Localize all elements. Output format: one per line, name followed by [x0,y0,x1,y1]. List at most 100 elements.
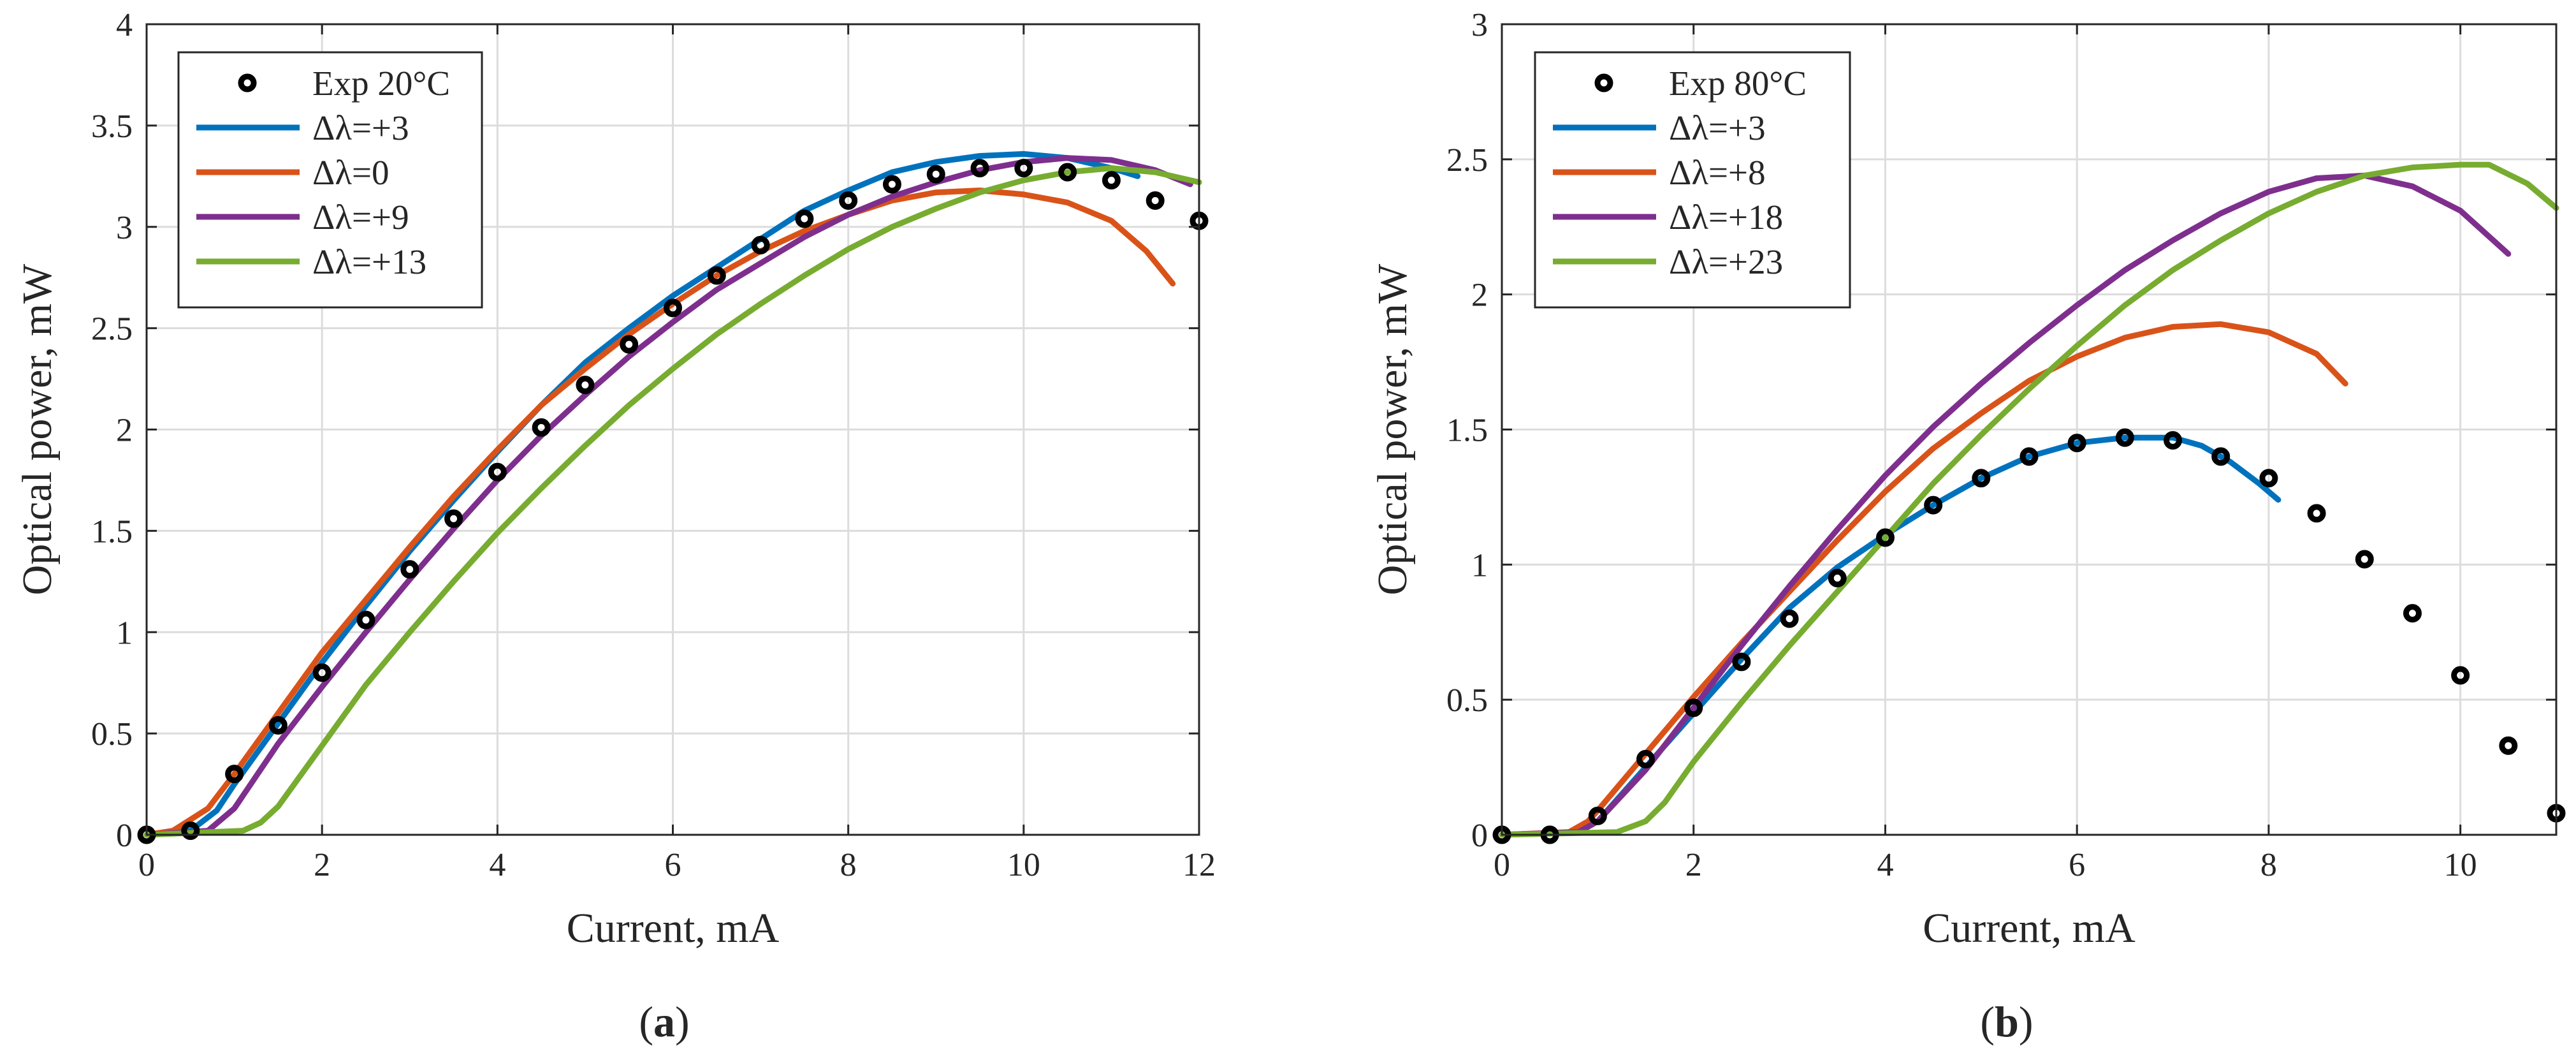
panel-b-data-point [1732,652,1751,672]
panel-b-series [1492,161,2566,844]
panel-b-series-line-dl-plus18 [1499,172,2512,838]
panel-a-chart: 0 2 4 6 8 10 12 0 0.5 1 1.5 2 2.5 3 3.5 4 Current, mA O… [14,7,1216,1046]
panel-a-x-axis-label: Current, mA [567,905,780,951]
panel-b-x-tick-label: 10 [2444,847,2477,883]
panel-b-data-point [2067,434,2086,453]
panel-b-data-point [2307,504,2326,523]
panel-b-x-tick-label: 8 [2260,847,2277,883]
panel-a-y-axis-label: Optical power, mW [14,263,61,595]
panel-b-x-tick-label: 2 [1685,847,1702,883]
panel-b-y-tick-label: 3 [1471,7,1488,43]
panel-a-data-point [1146,191,1165,210]
panel-a-data-point [839,191,858,210]
panel-b-ticks: 0 2 4 6 8 10 0 0.5 1 1.5 2 2.5 3 [1446,7,2556,883]
panel-a-data-point [882,175,901,194]
panel-b-x-axis-label: Current, mA [1923,905,2136,951]
panel-b-legend: Exp 80°C Δλ=+3 Δλ=+8 Δλ=+18 Δλ=+23 [1534,51,1851,309]
panel-b-data-point [1924,496,1943,515]
panel-b-y-tick-label: 2 [1471,277,1488,314]
panel-a-data-point [400,560,419,579]
panel-a-legend-marker [238,73,257,92]
panel-a-y-tick-label: 4 [116,7,133,43]
panel-b-legend-label: Exp 80°C [1669,64,1807,103]
panel-b-x-tick-label: 6 [2069,847,2085,883]
panel-a-data-point [488,462,507,481]
panel-b-y-tick-label: 0.5 [1446,682,1488,719]
panel-a-data-point [970,159,989,178]
panel-a-data-point [576,376,595,395]
panel-a-x-tick-label: 4 [489,847,506,883]
panel-a-legend-label: Δλ=+13 [312,242,426,281]
panel-b-legend-label: Δλ=+3 [1669,108,1766,147]
panel-b-data-point [1828,569,1847,588]
panel-a-data-point [620,335,639,354]
panel-a-data-point [312,663,331,682]
panel-b-data-point [2499,736,2518,755]
panel-b-y-tick-label: 0 [1471,818,1488,854]
panel-b-y-tick-label: 1.5 [1446,413,1488,449]
panel-a-caption: (a) [639,997,689,1046]
panel-a-y-tick-label: 2 [116,413,133,449]
panel-b-legend-box [1534,51,1851,309]
panel-a-legend-label: Δλ=0 [312,153,389,192]
panel-a-data-point [926,165,945,184]
panel-a-x-tick-label: 2 [314,847,330,883]
panel-b-data-point [1875,528,1895,547]
panel-a-data-point [356,610,375,629]
panel-b-legend-label: Δλ=+18 [1669,198,1783,237]
panel-b-data-point [2019,447,2039,466]
panel-a-data-point [751,235,770,254]
panel-a-series-line-dl-0 [143,187,1176,838]
panel-b-x-tick-label: 4 [1877,847,1893,883]
panel-b-data-point [1972,469,1991,488]
panel-a-data-point [532,418,551,437]
panel-b-data-point [2211,447,2230,466]
panel-a-data-point [1102,171,1121,190]
panel-a-legend: Exp 20°C Δλ=+3 Δλ=0 Δλ=+9 Δλ=+13 [177,51,483,309]
panel-a-data-point [664,298,682,318]
panel-b-series-line-dl-plus8 [1499,321,2348,838]
panel-a-series-line-dl-plus13 [143,165,1202,838]
panel-b-series-line-dl-plus23 [1499,161,2559,838]
panel-b-data-point [1780,609,1799,628]
panel-b-caption: (b) [1980,997,2033,1046]
panel-a-data-point [707,266,726,285]
panel-a-x-tick-label: 8 [840,847,857,883]
panel-a-series [137,151,1209,844]
panel-a-y-tick-label: 2.5 [91,311,133,348]
panel-a-y-tick-label: 1.5 [91,513,133,550]
panel-b-legend-label: Δλ=+23 [1669,242,1783,281]
panel-a-data-point [444,509,463,528]
panel-a-y-tick-label: 0.5 [91,716,133,753]
panel-b-legend-label: Δλ=+8 [1669,153,1766,192]
panel-b-y-tick-label: 2.5 [1446,142,1488,179]
panel-a-x-tick-label: 0 [138,847,155,883]
panel-b-data-point [2115,428,2134,447]
panel-b-chart: 0 2 4 6 8 10 0 0.5 1 1.5 2 2.5 3 Current, mA Optical… [1369,7,2566,1046]
panel-a-x-tick-label: 10 [1007,847,1040,883]
panel-b-data-point [2164,430,2183,450]
panel-b-legend-marker [1594,73,1613,92]
panel-b-y-axis-label: Optical power, mW [1369,263,1416,595]
panel-b-y-tick-label: 1 [1471,547,1488,584]
panel-a-legend-box [177,51,483,309]
panel-a-legend-label: Δλ=+9 [312,198,409,237]
panel-a-x-tick-label: 6 [665,847,681,883]
panel-a-data-point [1014,159,1033,178]
panel-b-x-tick-label: 0 [1494,847,1510,883]
panel-a-x-tick-label: 12 [1182,847,1216,883]
panel-a-data-point [268,716,287,735]
panel-a-series-line-dl-plus3 [143,151,1141,838]
panel-b-data-point [2403,604,2422,623]
panel-a-data-point [225,765,244,784]
panel-b-data-point [2451,666,2470,685]
panel-b-series-line-dl-plus3 [1499,434,2281,838]
panel-a-ticks: 0 2 4 6 8 10 12 0 0.5 1 1.5 2 2.5 3 3.5 4 [91,7,1216,883]
panel-a-data-point [181,821,200,841]
panel-a-legend-label: Δλ=+3 [312,108,409,147]
panel-a-data-point [795,209,814,228]
panel-b-data-point [1588,806,1607,825]
panel-a-data-point [1058,163,1077,182]
panel-b-data-point [1684,698,1703,717]
